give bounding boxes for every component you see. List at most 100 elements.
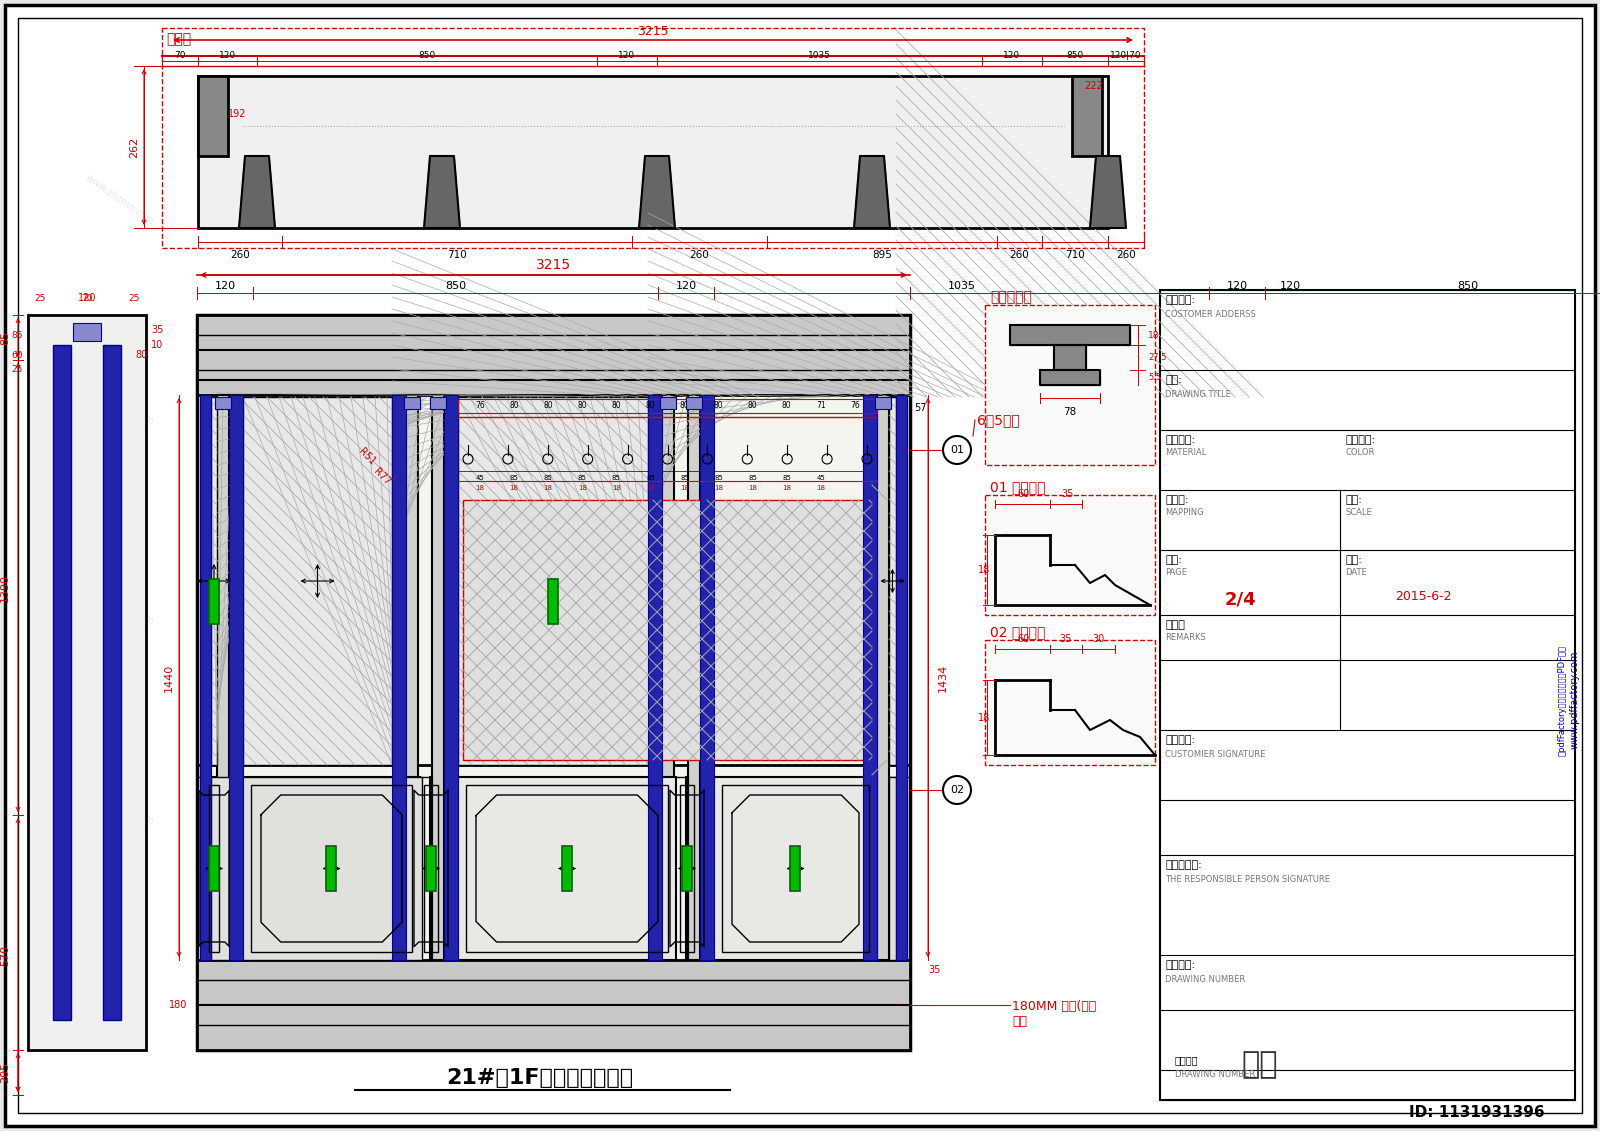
Bar: [214, 397, 230, 409]
Text: 10: 10: [150, 340, 163, 349]
Text: 260: 260: [1117, 250, 1136, 260]
Text: 圖紙編號: 圖紙編號: [1174, 1055, 1198, 1065]
Bar: [198, 76, 229, 156]
Text: 1440: 1440: [165, 664, 174, 692]
Text: 35: 35: [928, 965, 941, 975]
Bar: [445, 395, 458, 960]
Bar: [243, 397, 392, 765]
Text: 120: 120: [619, 51, 635, 60]
Polygon shape: [1090, 156, 1126, 228]
Text: 70: 70: [82, 294, 93, 303]
Text: 1390: 1390: [0, 573, 10, 602]
Text: 18: 18: [646, 485, 654, 491]
Text: 01: 01: [950, 444, 963, 455]
Text: 80: 80: [646, 400, 656, 409]
Text: www.znzmo.com: www.znzmo.com: [264, 173, 336, 227]
Text: 120: 120: [1227, 280, 1248, 291]
Text: 頁數:: 頁數:: [1165, 555, 1182, 566]
Text: 260: 260: [230, 250, 250, 260]
Bar: [562, 846, 573, 891]
Text: 80: 80: [680, 400, 690, 409]
Text: www.znzmo.com: www.znzmo.com: [643, 173, 717, 227]
Bar: [426, 846, 435, 891]
Text: 80: 80: [714, 400, 723, 409]
Bar: [1072, 76, 1102, 156]
Bar: [458, 397, 648, 765]
Text: 60: 60: [11, 351, 22, 360]
Bar: [462, 500, 872, 760]
Text: 18: 18: [680, 485, 690, 491]
Text: 85: 85: [11, 330, 22, 339]
Text: 850: 850: [418, 51, 435, 60]
Text: REMARKS: REMARKS: [1165, 633, 1206, 642]
Text: 85: 85: [510, 475, 518, 481]
Text: 710: 710: [1066, 250, 1085, 260]
Bar: [688, 395, 701, 960]
Text: 80: 80: [578, 400, 587, 409]
Bar: [722, 785, 869, 952]
Text: 3215: 3215: [637, 25, 669, 38]
Bar: [197, 316, 910, 1050]
Text: THE RESPONSIBLE PERSON SIGNATURE: THE RESPONSIBLE PERSON SIGNATURE: [1165, 875, 1330, 884]
Text: 18: 18: [749, 485, 757, 491]
Text: www.znzmo.com: www.znzmo.com: [464, 772, 536, 828]
Bar: [686, 777, 688, 960]
Bar: [890, 777, 896, 960]
Text: 192: 192: [227, 109, 246, 119]
Text: 2/4: 2/4: [1224, 590, 1256, 608]
Bar: [680, 785, 694, 952]
Bar: [430, 777, 432, 960]
Text: SCALE: SCALE: [1346, 508, 1371, 517]
Text: 120: 120: [219, 51, 237, 60]
Text: 120|70: 120|70: [1110, 51, 1142, 60]
Text: 1035: 1035: [947, 280, 976, 291]
Text: 710: 710: [446, 250, 467, 260]
Text: 繪圖員:: 繪圖員:: [1165, 495, 1189, 506]
Text: 850: 850: [1458, 280, 1478, 291]
Text: 做整体: 做整体: [166, 32, 190, 46]
Bar: [1160, 290, 1574, 1100]
Text: 120: 120: [214, 280, 235, 291]
Text: 27.5: 27.5: [1149, 353, 1166, 362]
Text: ID: 1131931396: ID: 1131931396: [1410, 1105, 1546, 1120]
Bar: [432, 395, 445, 960]
Text: 比例:: 比例:: [1346, 495, 1362, 506]
Text: 850: 850: [445, 280, 466, 291]
Bar: [877, 395, 890, 960]
Bar: [547, 579, 558, 624]
Text: CUSTOMIER SIGNATURE: CUSTOMIER SIGNATURE: [1165, 750, 1266, 759]
Text: 80: 80: [747, 400, 757, 409]
Bar: [424, 785, 438, 952]
Bar: [200, 395, 211, 960]
Bar: [430, 397, 446, 409]
Text: 1434: 1434: [938, 664, 947, 692]
Bar: [875, 397, 891, 409]
Bar: [326, 846, 336, 891]
Text: 60: 60: [1018, 489, 1029, 499]
Text: 120: 120: [1280, 280, 1301, 291]
Text: 85: 85: [646, 475, 654, 481]
Bar: [29, 316, 146, 1050]
Bar: [218, 395, 229, 960]
Text: 02 断面详图: 02 断面详图: [990, 625, 1045, 639]
Bar: [986, 640, 1155, 765]
Text: 180MM 脚线(见详
图）: 180MM 脚线(见详 图）: [1013, 1000, 1096, 1028]
Text: 18: 18: [978, 713, 990, 723]
Text: 圖紙編號:: 圖紙編號:: [1165, 960, 1195, 970]
Text: 25: 25: [11, 365, 22, 374]
Text: 21#：1F客厅酒柜立面图: 21#：1F客厅酒柜立面图: [446, 1068, 634, 1088]
Bar: [211, 397, 218, 765]
Text: 18: 18: [475, 485, 485, 491]
Text: 262: 262: [130, 137, 139, 157]
Bar: [458, 777, 675, 960]
Text: 850: 850: [1066, 51, 1083, 60]
Text: 備註：: 備註：: [1165, 620, 1186, 630]
Polygon shape: [1010, 325, 1130, 345]
Bar: [682, 846, 691, 891]
Text: DATE: DATE: [1346, 568, 1366, 577]
Text: 產品材質:: 產品材質:: [1165, 435, 1195, 444]
Text: 260: 260: [1010, 250, 1029, 260]
Text: COLOR: COLOR: [1346, 448, 1374, 457]
Text: 60: 60: [1018, 634, 1029, 644]
Text: 02: 02: [950, 785, 965, 795]
